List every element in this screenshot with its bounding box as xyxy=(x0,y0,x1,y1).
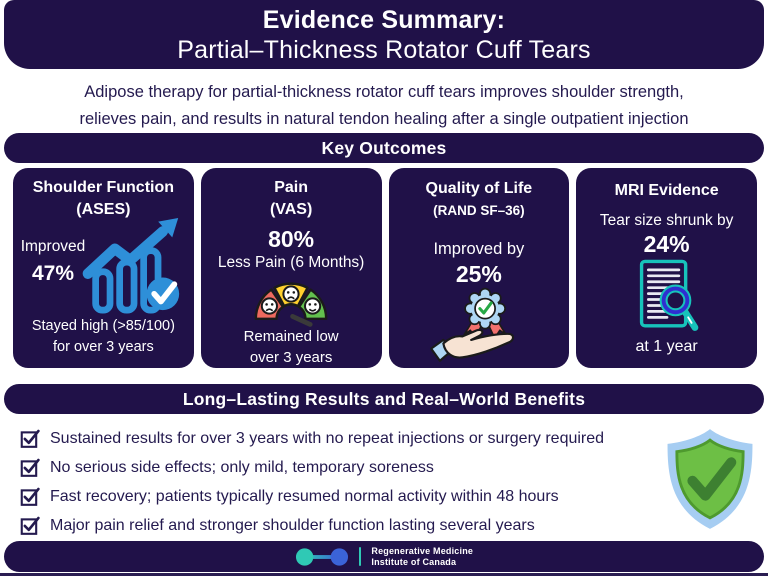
benefit-text: Major pain relief and stronger shoulder … xyxy=(50,516,535,534)
key-outcomes-header: Key Outcomes xyxy=(4,133,764,163)
pain-gauge-icon xyxy=(254,282,328,327)
page-bottom-border xyxy=(0,573,768,576)
stat-value: 80% xyxy=(268,226,315,252)
stat-label: Improved by xyxy=(433,240,525,258)
stat-value: 47% xyxy=(31,262,75,285)
benefit-item: Fast recovery; patients typically resume… xyxy=(20,482,660,511)
card-quality-of-life: Quality of Life (RAND SF–36) Improved by… xyxy=(388,168,570,368)
intro-text: Adipose therapy for partial-thickness ro… xyxy=(0,79,768,133)
checkbox-icon xyxy=(20,516,40,535)
stat-value: 24% xyxy=(643,231,690,257)
benefits-header: Long–Lasting Results and Real–World Bene… xyxy=(4,384,764,414)
mri-report-magnifier-icon xyxy=(639,259,698,331)
intro-line2: relieves pain, and results in natural te… xyxy=(79,110,689,128)
bar-chart-growth-check-icon xyxy=(82,218,179,314)
checkbox-icon xyxy=(20,458,40,477)
dumbbell-molecule-logo-icon xyxy=(295,547,348,566)
outcome-cards-row: Shoulder Function (ASES) Improved 47% St… xyxy=(13,168,757,368)
checkbox-icon xyxy=(20,429,40,448)
page-title-line1: Evidence Summary: xyxy=(262,6,506,34)
page-title-line2: Partial–Thickness Rotator Cuff Tears xyxy=(177,36,591,64)
card-shoulder-function: Shoulder Function (ASES) Improved 47% St… xyxy=(13,168,194,368)
card-footnote: Remained low over 3 years xyxy=(243,328,339,366)
footer-bar: Regenerative Medicine Institute of Canad… xyxy=(4,541,764,572)
award-in-hand-icon xyxy=(429,287,514,362)
stat-label: Tear size shrunk by xyxy=(599,212,734,229)
card-title: Shoulder Function xyxy=(32,179,175,196)
checkbox-icon xyxy=(20,487,40,506)
benefit-item: Sustained results for over 3 years with … xyxy=(20,424,660,453)
benefit-text: Fast recovery; patients typically resume… xyxy=(50,487,559,505)
footer-divider xyxy=(358,547,362,566)
stat-value: 25% xyxy=(455,261,502,287)
benefit-item: Major pain relief and stronger shoulder … xyxy=(20,511,660,540)
card-title: Pain xyxy=(274,179,309,196)
stat-label: Less Pain (6 Months) xyxy=(217,254,365,271)
shield-check-icon xyxy=(662,427,758,536)
card-title: MRI Evidence xyxy=(614,182,719,199)
card-mri-evidence: MRI Evidence Tear size shrunk by 24% at … xyxy=(576,168,757,368)
card-pain: Pain (VAS) 80% Less Pain (6 Months) xyxy=(200,168,382,368)
card-subtitle: (ASES) xyxy=(76,201,131,218)
org-name: Regenerative Medicine Institute of Canad… xyxy=(371,545,474,567)
header-banner: Evidence Summary: Partial–Thickness Rota… xyxy=(4,0,764,69)
card-footnote: at 1 year xyxy=(635,338,698,355)
intro-line1: Adipose therapy for partial-thickness ro… xyxy=(84,83,684,101)
card-subtitle: (VAS) xyxy=(269,201,313,218)
benefit-item: No serious side effects; only mild, temp… xyxy=(20,453,660,482)
card-title: Quality of Life xyxy=(425,180,533,197)
benefit-text: Sustained results for over 3 years with … xyxy=(50,429,605,447)
card-footnote: Stayed high (>85/100) for over 3 years xyxy=(31,318,175,355)
benefits-list: Sustained results for over 3 years with … xyxy=(20,424,660,540)
card-subtitle: (RAND SF–36) xyxy=(433,203,525,218)
stat-label: Improved xyxy=(20,238,86,255)
benefit-text: No serious side effects; only mild, temp… xyxy=(50,458,434,476)
